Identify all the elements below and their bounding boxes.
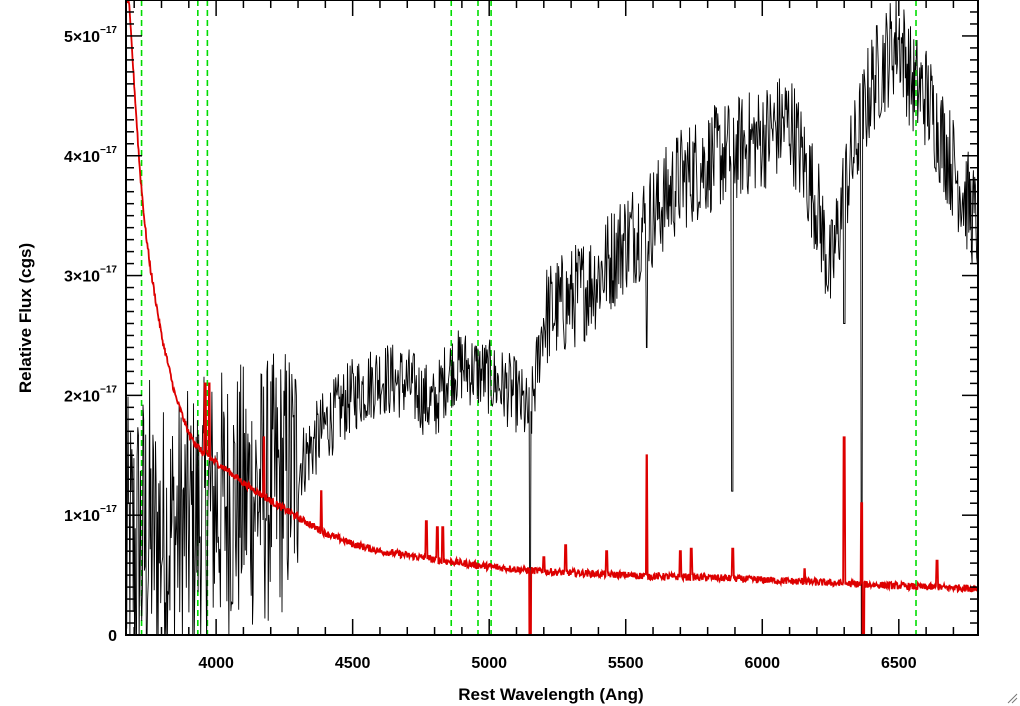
x-tick-label: 4000 (198, 655, 234, 672)
flux-spectrum-line (126, 0, 978, 635)
plot-frame (125, 0, 979, 636)
y-tick-label: 0 (108, 628, 117, 645)
y-tick-exponent: −17 (100, 504, 117, 515)
y-tick-exponent: −17 (100, 384, 117, 395)
x-tick-label: 5000 (471, 655, 507, 672)
axis-ticks (126, 0, 978, 636)
resize-grip-icon[interactable] (1007, 693, 1018, 704)
plot-clip-group (126, 0, 978, 635)
y-axis-title: Relative Flux (cgs) (16, 243, 35, 393)
x-tick-label: 6000 (744, 655, 780, 672)
x-axis-title: Rest Wavelength (Ang) (458, 685, 643, 704)
plot-area (126, 0, 978, 635)
x-tick-label: 4500 (335, 655, 371, 672)
error-spectrum-line (126, 0, 978, 635)
y-tick-exponent: −17 (100, 25, 117, 36)
x-tick-labels: 4000 4500 5000 5500 6000 6500 (198, 655, 916, 672)
x-tick-label: 5500 (608, 655, 644, 672)
y-tick-exponent: −17 (100, 265, 117, 276)
y-tick-exponent: −17 (100, 145, 117, 156)
x-tick-label: 6500 (881, 655, 917, 672)
